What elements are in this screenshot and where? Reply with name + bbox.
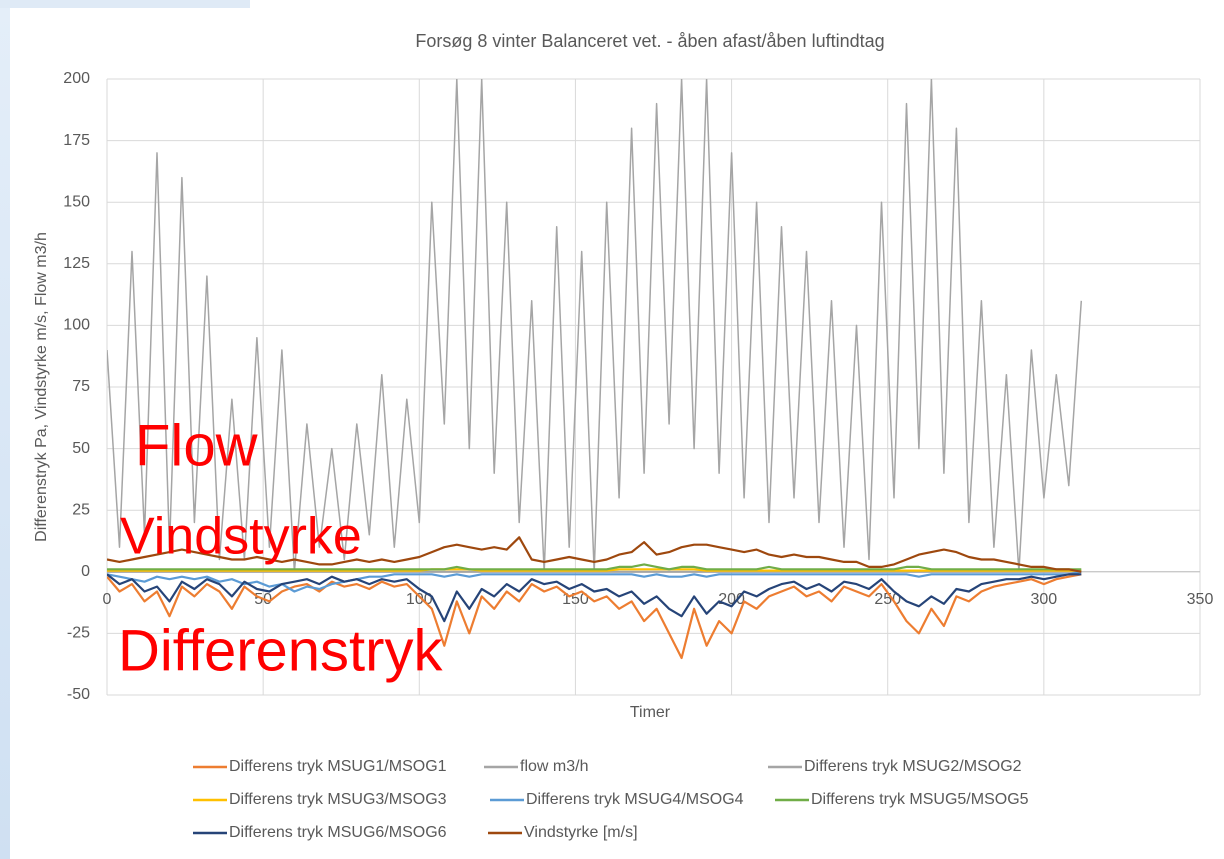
- x-tick-label: 0: [103, 591, 112, 608]
- legend-label: Differens tryk MSUG2/MSOG2: [804, 758, 1022, 775]
- y-axis-label: Differenstryk Pa, Vindstyrke m/s, Flow m…: [33, 232, 50, 542]
- legend-label: Differens tryk MSUG3/MSOG3: [229, 791, 447, 808]
- y-tick-label: 0: [81, 563, 90, 580]
- series-line: [107, 536, 1082, 573]
- series-line: [107, 568, 1082, 572]
- y-tick-label: 125: [63, 255, 90, 272]
- annotation: Differenstryk: [118, 618, 443, 683]
- y-tick-label: 175: [63, 132, 90, 149]
- legend-label: Differens tryk MSUG6/MSOG6: [229, 824, 447, 841]
- y-tick-label: 200: [63, 70, 90, 87]
- series-line: [107, 573, 1082, 660]
- x-tick-label: 350: [1187, 591, 1214, 608]
- plot: [107, 79, 1083, 660]
- y-tick-label: 100: [63, 317, 90, 334]
- y-tick-label: -25: [67, 625, 90, 642]
- x-axis-label: Timer: [630, 704, 671, 721]
- top-strip: [0, 0, 250, 8]
- legend-label: Differens tryk MSUG5/MSOG5: [811, 791, 1029, 808]
- chart-title: Forsøg 8 vinter Balanceret vet. - åben a…: [415, 31, 884, 51]
- y-tick-label: 25: [72, 501, 90, 518]
- legend-label: Vindstyrke [m/s]: [524, 824, 638, 841]
- legend-label: flow m3/h: [520, 758, 588, 775]
- annotation: Vindstyrke: [120, 508, 362, 566]
- y-tick-label: 150: [63, 193, 90, 210]
- legend-label: Differens tryk MSUG1/MSOG1: [229, 758, 447, 775]
- y-tick-label: 50: [72, 440, 90, 457]
- legend-label: Differens tryk MSUG4/MSOG4: [526, 791, 744, 808]
- y-tick-label: 75: [72, 378, 90, 395]
- annotation: Flow: [135, 413, 259, 478]
- side-strip: [0, 0, 10, 859]
- y-tick-label: -50: [67, 686, 90, 703]
- series-line: [107, 563, 1082, 571]
- x-tick-label: 300: [1031, 591, 1058, 608]
- series-line: [107, 573, 1082, 623]
- series-line: [107, 570, 1082, 593]
